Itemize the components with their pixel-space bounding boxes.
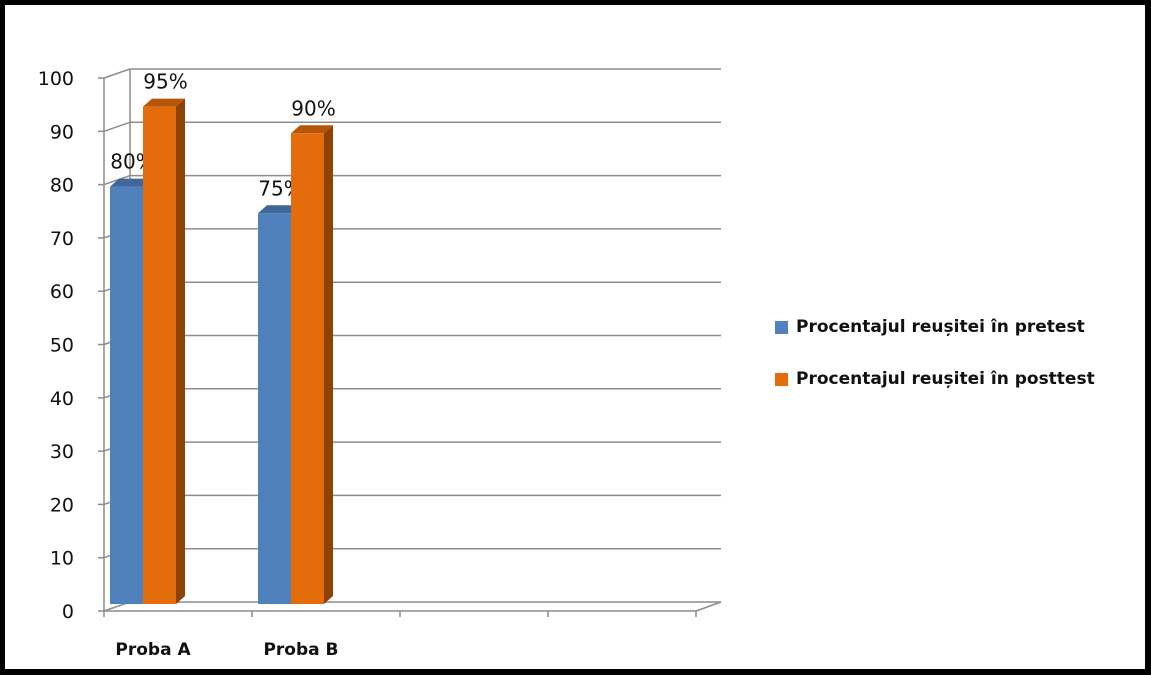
y-tick-label: 30 bbox=[50, 441, 74, 463]
y-tick-label: 10 bbox=[50, 548, 74, 570]
bar bbox=[258, 213, 291, 604]
legend: Procentajul reușitei în pretest Procenta… bbox=[775, 313, 1095, 417]
y-tick-label: 40 bbox=[50, 388, 74, 410]
data-label: 90% bbox=[291, 96, 335, 120]
legend-label-posttest: Procentajul reușitei în posttest bbox=[796, 369, 1095, 389]
legend-label-pretest: Procentajul reușitei în pretest bbox=[796, 317, 1085, 337]
y-tick-label: 100 bbox=[38, 68, 74, 90]
legend-item-pretest: Procentajul reușitei în pretest bbox=[775, 313, 1095, 341]
legend-item-posttest: Procentajul reușitei în posttest bbox=[775, 365, 1095, 393]
bar bbox=[143, 106, 176, 605]
y-tick-label: 20 bbox=[50, 494, 74, 516]
bar-top bbox=[291, 125, 333, 134]
bar bbox=[291, 133, 324, 605]
floor-right-edge bbox=[695, 601, 722, 612]
bar bbox=[110, 186, 143, 604]
gridline-depth bbox=[103, 68, 131, 79]
bar-side bbox=[324, 125, 333, 605]
y-tick-label: 50 bbox=[50, 335, 74, 357]
y-tick-label: 90 bbox=[50, 121, 74, 143]
gridline-depth bbox=[103, 174, 131, 186]
legend-swatch-posttest bbox=[775, 372, 788, 386]
bar-top bbox=[258, 205, 300, 214]
y-tick-label: 60 bbox=[50, 281, 74, 303]
bar-side bbox=[176, 98, 185, 605]
x-category-label: Proba A bbox=[115, 640, 191, 660]
gridline-depth bbox=[103, 121, 131, 133]
legend-swatch-pretest bbox=[775, 320, 788, 334]
bar-top bbox=[110, 178, 152, 187]
data-label: 95% bbox=[143, 70, 187, 94]
y-tick-label: 80 bbox=[50, 175, 74, 197]
bar-top bbox=[143, 98, 185, 107]
y-tick-label: 0 bbox=[62, 601, 74, 623]
y-tick-label: 70 bbox=[50, 228, 74, 250]
x-category-label: Proba B bbox=[263, 640, 338, 660]
